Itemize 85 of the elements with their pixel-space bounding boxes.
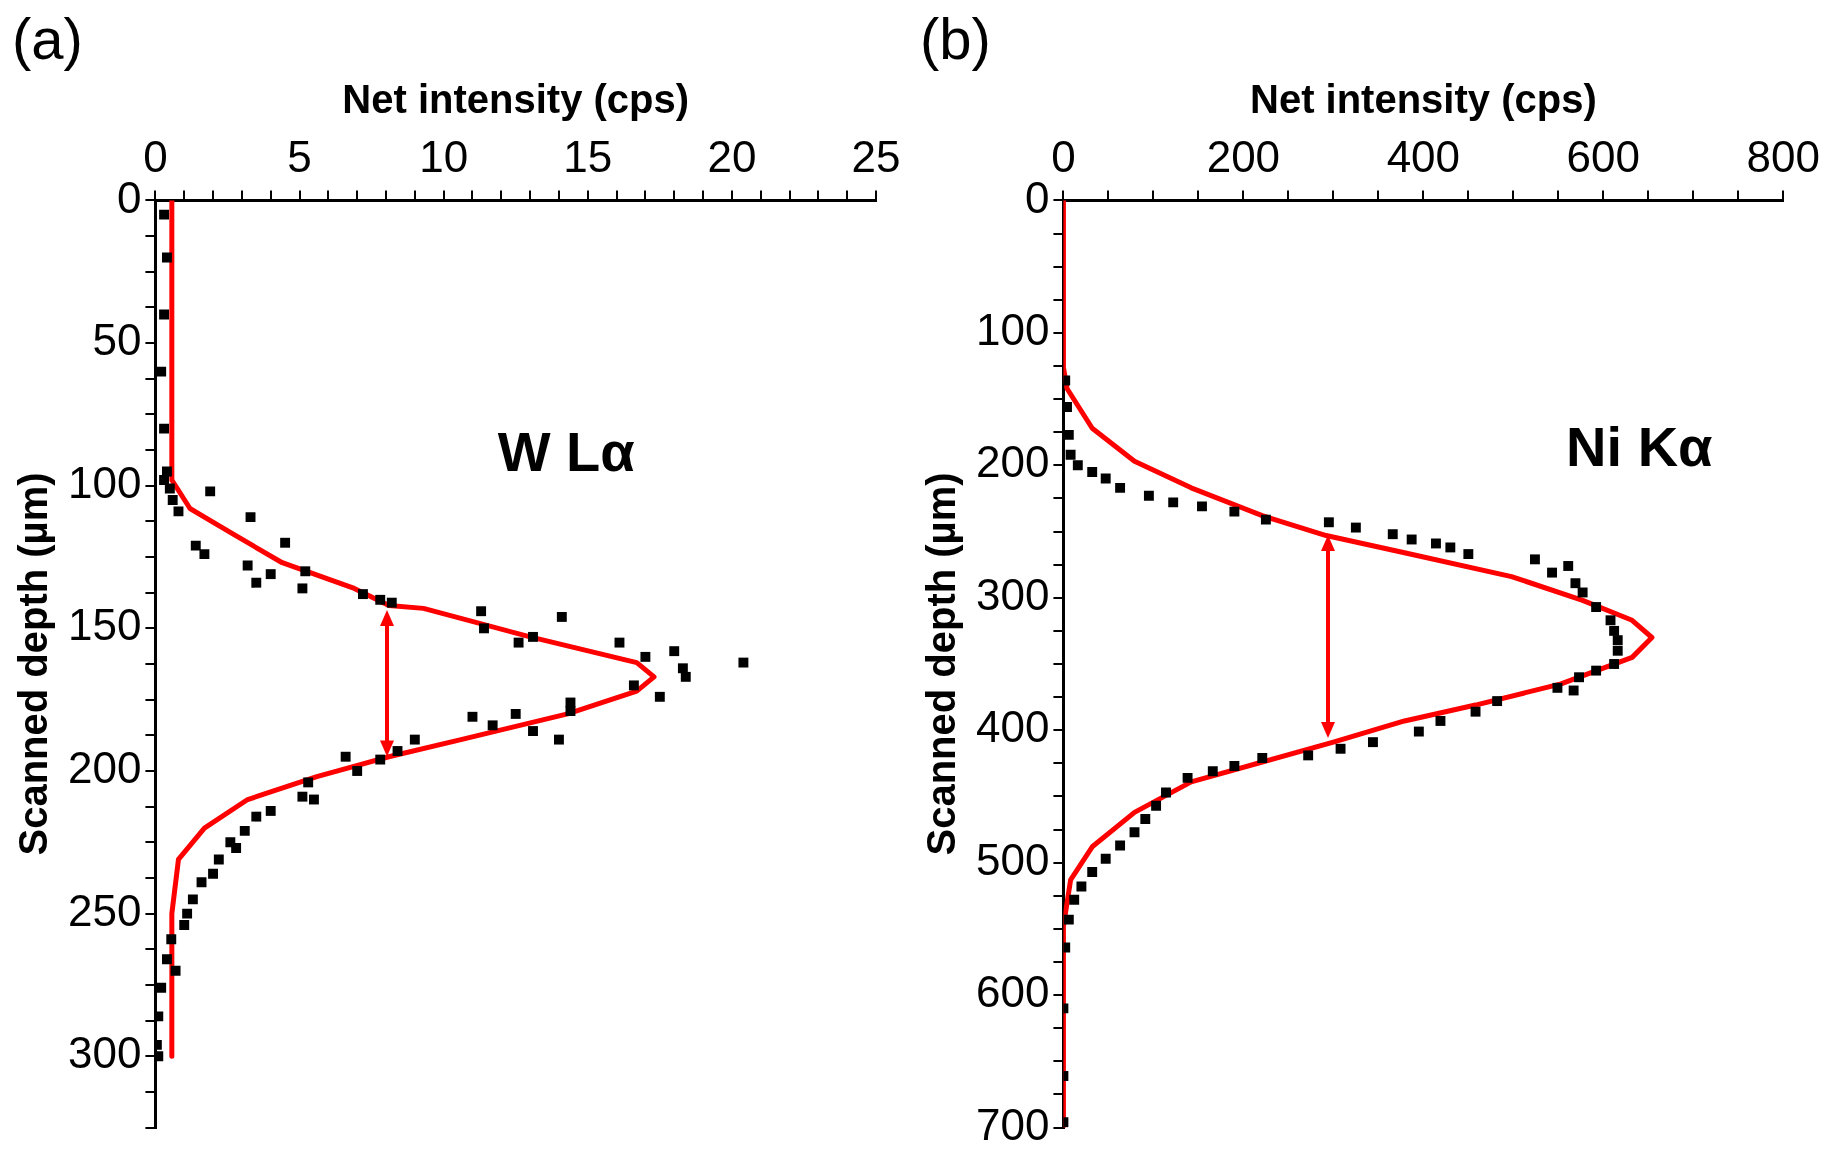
point [1577,587,1588,598]
annotation: Ni Kα [1566,415,1713,479]
point [1431,538,1441,549]
point [1335,743,1346,754]
y-tick-label: 300 [67,1028,142,1078]
y-tick-label: 0 [116,172,142,222]
y-tick-label: 500 [975,834,1050,884]
y-tick-label: 150 [67,600,142,650]
point [1323,517,1334,528]
x-tick-label: 25 [851,132,901,182]
point [1072,460,1083,471]
point [1552,682,1563,693]
point [1574,672,1584,683]
y-tick-label: 400 [975,702,1050,752]
point [1100,473,1111,484]
point [1087,466,1098,477]
point [1129,827,1140,838]
x-tick-label: 600 [1566,132,1641,182]
point [1143,490,1154,501]
point [1182,772,1193,783]
point [1161,787,1171,798]
point [1547,567,1557,578]
x-tick-label: 15 [563,132,613,182]
point [1207,766,1218,777]
point [1413,726,1424,737]
point [1612,635,1623,646]
x-tick-label: 400 [1386,132,1461,182]
y-axis-title: Scanned depth (µm) [919,472,964,856]
point [1529,554,1540,565]
point [1063,914,1074,925]
x-axis-title: Net intensity (cps) [342,76,690,121]
x-tick-label: 200 [1206,132,1281,182]
chart-title: (b) [920,5,991,71]
y-tick-label: 100 [975,305,1050,354]
y-tick-label: 50 [92,315,142,365]
point [1087,867,1098,877]
point [1151,800,1162,811]
point [1229,761,1240,771]
point [1609,625,1620,636]
point [1168,497,1179,508]
point [1612,645,1623,656]
x-axis-title: Net intensity (cps) [1249,76,1597,121]
point [1368,737,1378,748]
point [1570,578,1581,589]
point [1260,514,1271,525]
point [1257,753,1268,763]
point [1435,716,1446,726]
point [1463,549,1474,560]
y-tick-label: 200 [67,743,142,793]
point [1563,561,1574,571]
x-tick-label: 20 [707,132,757,182]
point [1591,602,1602,612]
point [1406,534,1417,545]
point [1492,696,1503,707]
point [1115,840,1126,851]
x-tick-label: 10 [419,132,469,182]
point [1197,501,1207,512]
y-tick-label: 700 [975,1099,1050,1149]
point [1591,665,1602,676]
point [1350,522,1361,533]
point [1445,542,1456,553]
y-tick-label: 250 [67,885,142,935]
point [1303,750,1314,761]
point [1387,529,1398,540]
point [1470,706,1481,717]
point [1568,685,1579,696]
y-tick-label: 100 [67,457,142,507]
x-tick-label: 5 [287,132,312,182]
point [1140,814,1151,824]
point [1069,894,1080,905]
point [1605,615,1616,626]
point [1115,482,1126,493]
chart-title: (a) [12,5,83,71]
y-tick-label: 300 [975,569,1050,619]
y-tick-label: 600 [975,967,1050,1017]
annotation: W Lα [497,419,635,483]
point [1100,853,1111,864]
point [1065,449,1076,460]
point [1609,659,1620,669]
point [1229,506,1240,517]
y-tick-label: 0 [1024,172,1050,222]
y-axis-title: Scanned depth (µm) [11,472,56,856]
y-tick-label: 200 [975,437,1050,487]
x-tick-label: 800 [1746,132,1820,182]
point [1076,881,1087,892]
